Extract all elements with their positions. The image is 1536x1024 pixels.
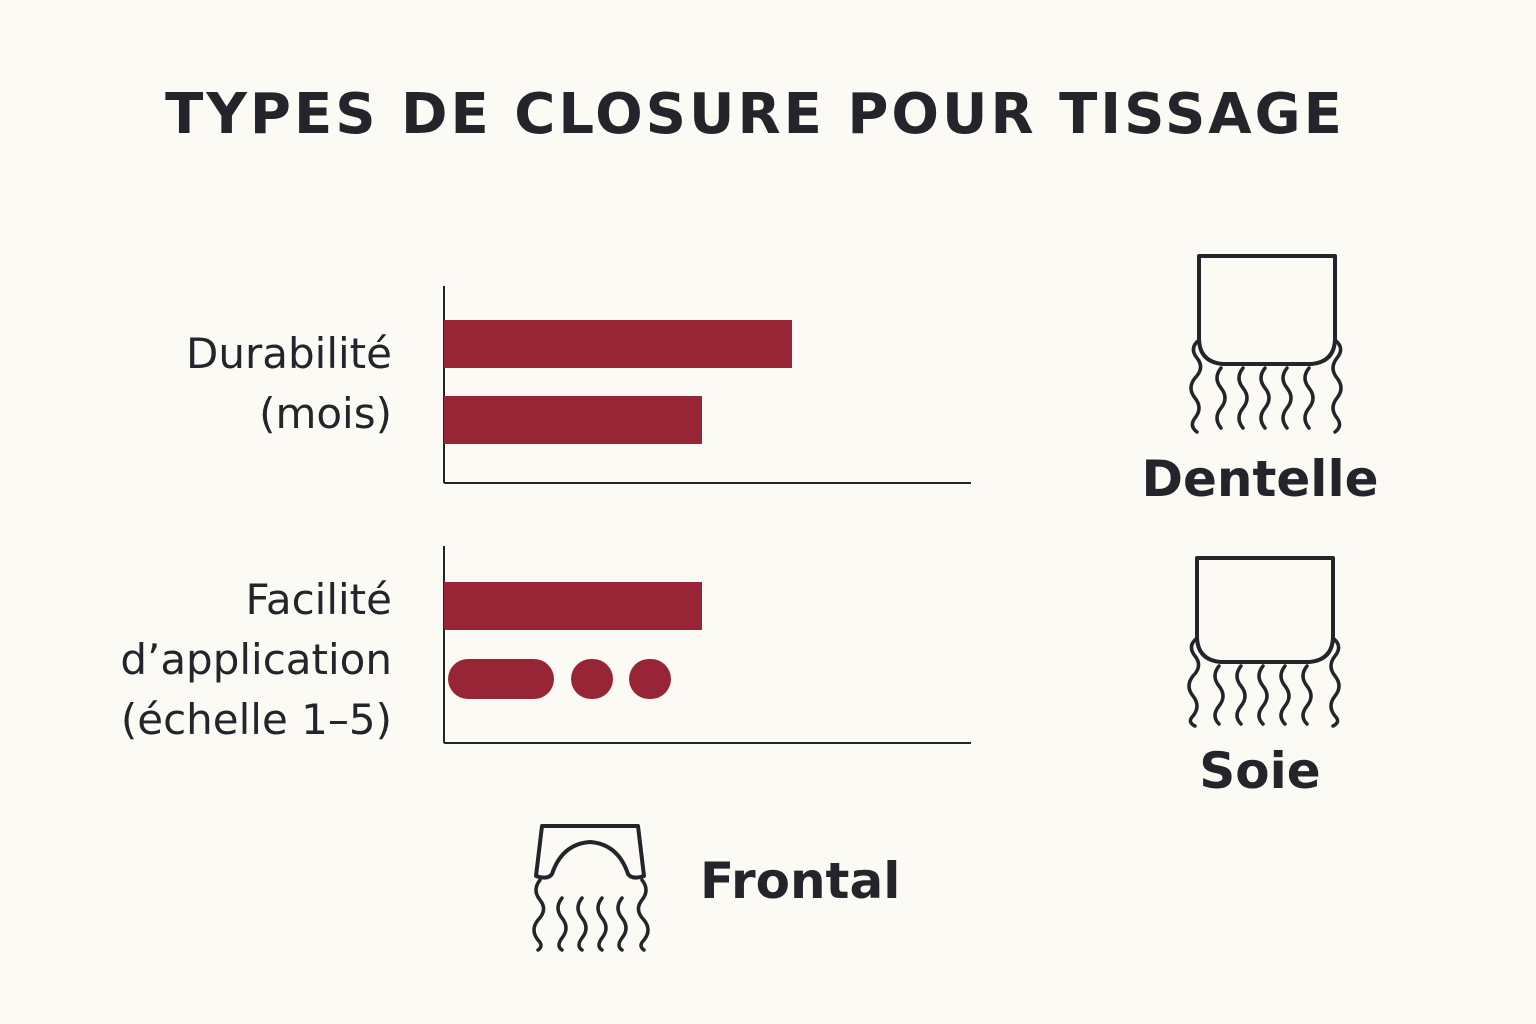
bar xyxy=(444,396,702,444)
chart-title: TYPES DE CLOSURE POUR TISSAGE xyxy=(165,82,1345,147)
rating-pill xyxy=(448,659,554,699)
durability-label: Durabilité (mois) xyxy=(186,329,392,438)
ease-of-application-label: Facilité d’application (échelle 1–5) xyxy=(120,575,392,744)
ease-panel xyxy=(443,546,971,744)
bar xyxy=(444,582,702,630)
closure-dentelle-icon xyxy=(1189,254,1343,434)
rating-dot xyxy=(629,659,671,699)
type-dentelle-label: Dentelle xyxy=(1141,450,1379,508)
bar xyxy=(444,320,792,368)
frontal-icon xyxy=(532,824,650,952)
closure-soie-icon xyxy=(1187,556,1341,728)
rating-dot xyxy=(571,659,613,699)
type-frontal-label: Frontal xyxy=(700,852,901,910)
type-soie-label: Soie xyxy=(1199,742,1321,800)
durability-panel xyxy=(443,286,971,484)
